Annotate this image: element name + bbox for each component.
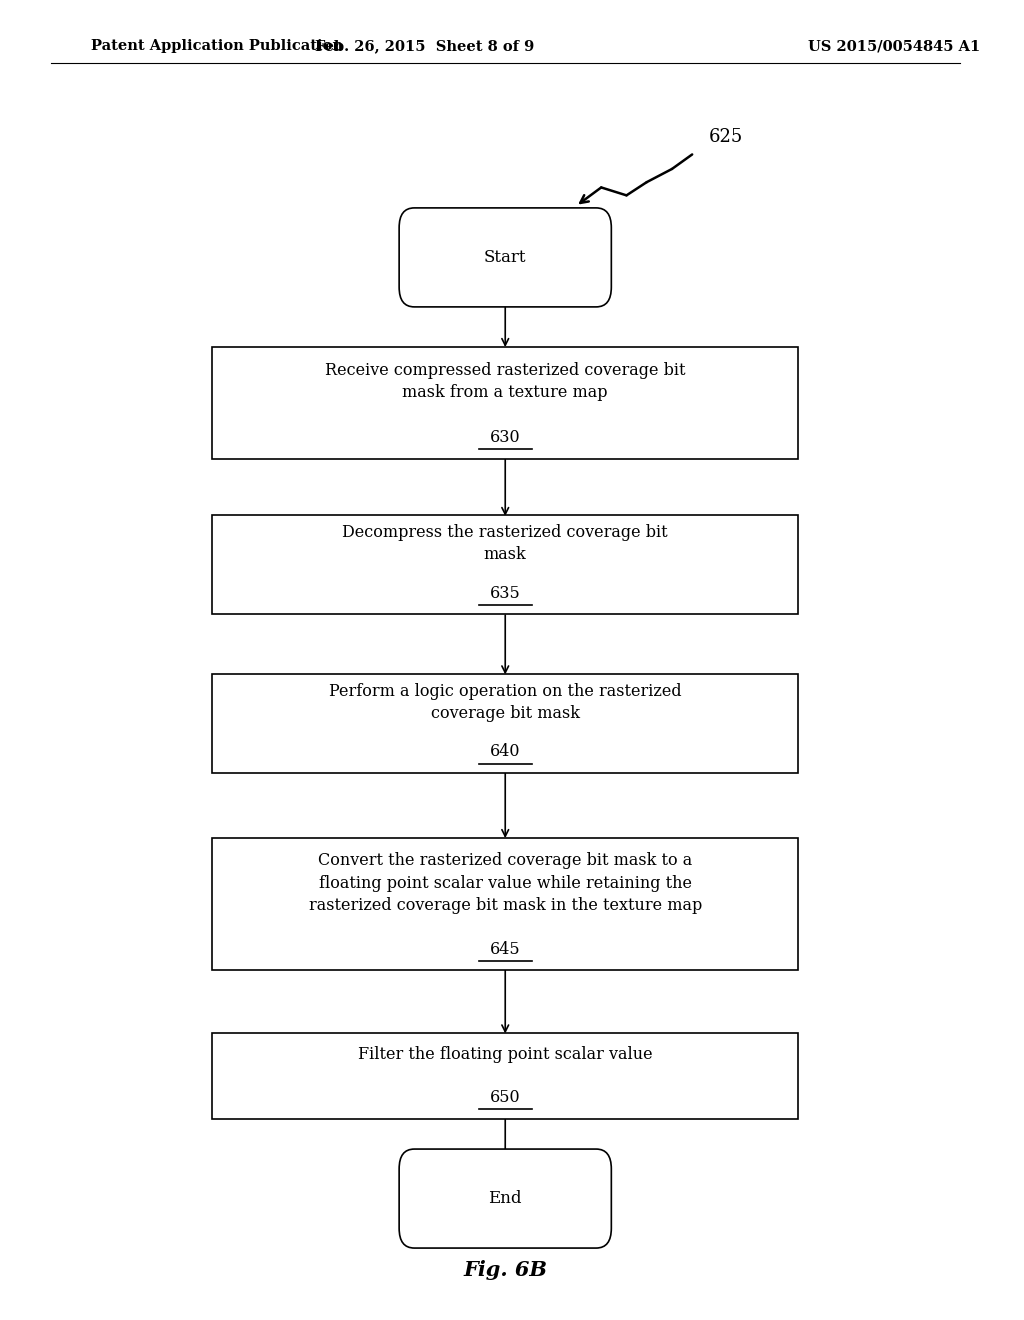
- Text: Decompress the rasterized coverage bit
mask: Decompress the rasterized coverage bit m…: [342, 524, 668, 564]
- Text: 650: 650: [489, 1089, 520, 1106]
- Bar: [212, 838, 799, 970]
- Text: Fig. 6B: Fig. 6B: [463, 1259, 547, 1280]
- Text: Receive compressed rasterized coverage bit
mask from a texture map: Receive compressed rasterized coverage b…: [325, 362, 685, 401]
- Text: 625: 625: [709, 128, 742, 147]
- Bar: [212, 1032, 799, 1119]
- Text: 640: 640: [490, 743, 520, 760]
- FancyBboxPatch shape: [399, 1148, 611, 1249]
- Text: Convert the rasterized coverage bit mask to a
floating point scalar value while : Convert the rasterized coverage bit mask…: [308, 853, 701, 913]
- Text: 630: 630: [489, 429, 520, 446]
- Text: 645: 645: [489, 941, 520, 957]
- Bar: [212, 347, 799, 459]
- Text: Patent Application Publication: Patent Application Publication: [91, 40, 343, 53]
- Text: Perform a logic operation on the rasterized
coverage bit mask: Perform a logic operation on the rasteri…: [329, 682, 682, 722]
- Text: Filter the floating point scalar value: Filter the floating point scalar value: [358, 1047, 652, 1063]
- Text: End: End: [488, 1191, 522, 1206]
- FancyBboxPatch shape: [399, 207, 611, 306]
- Text: Start: Start: [484, 249, 526, 265]
- Bar: [212, 516, 799, 615]
- Text: 635: 635: [489, 585, 520, 602]
- Text: US 2015/0054845 A1: US 2015/0054845 A1: [808, 40, 981, 53]
- Text: Feb. 26, 2015  Sheet 8 of 9: Feb. 26, 2015 Sheet 8 of 9: [314, 40, 535, 53]
- Bar: [212, 673, 799, 772]
